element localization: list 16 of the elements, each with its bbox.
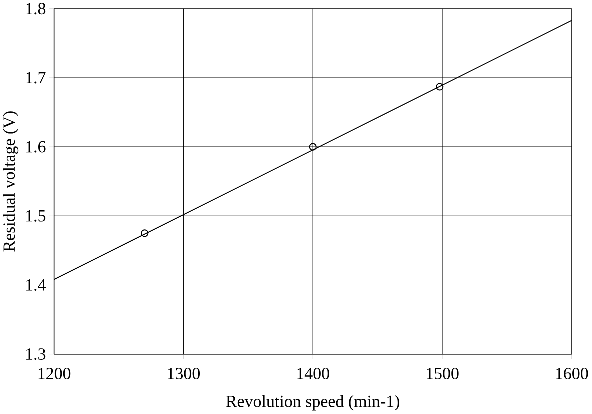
x-axis-title: Revolution speed (min-1) <box>226 395 400 411</box>
point <box>436 83 444 91</box>
y-tick-label: 1.8 <box>26 3 46 15</box>
y-tick-label: 1.7 <box>26 72 46 84</box>
y-tick-label: 1.4 <box>26 280 46 292</box>
x-tick-label: 1200 <box>38 368 71 380</box>
point <box>309 143 317 151</box>
x-tick-label: 1600 <box>556 368 588 380</box>
x-tick-label: 1500 <box>427 368 459 380</box>
point <box>141 230 149 238</box>
y-axis-title: Residual voltage (V) <box>3 112 19 252</box>
y-tick-label: 1.6 <box>26 141 46 153</box>
y-tick-label: 1.3 <box>26 348 46 360</box>
x-tick-label: 1400 <box>298 368 330 380</box>
y-tick-label: 1.5 <box>26 210 46 222</box>
x-tick-label: 1300 <box>168 368 200 380</box>
